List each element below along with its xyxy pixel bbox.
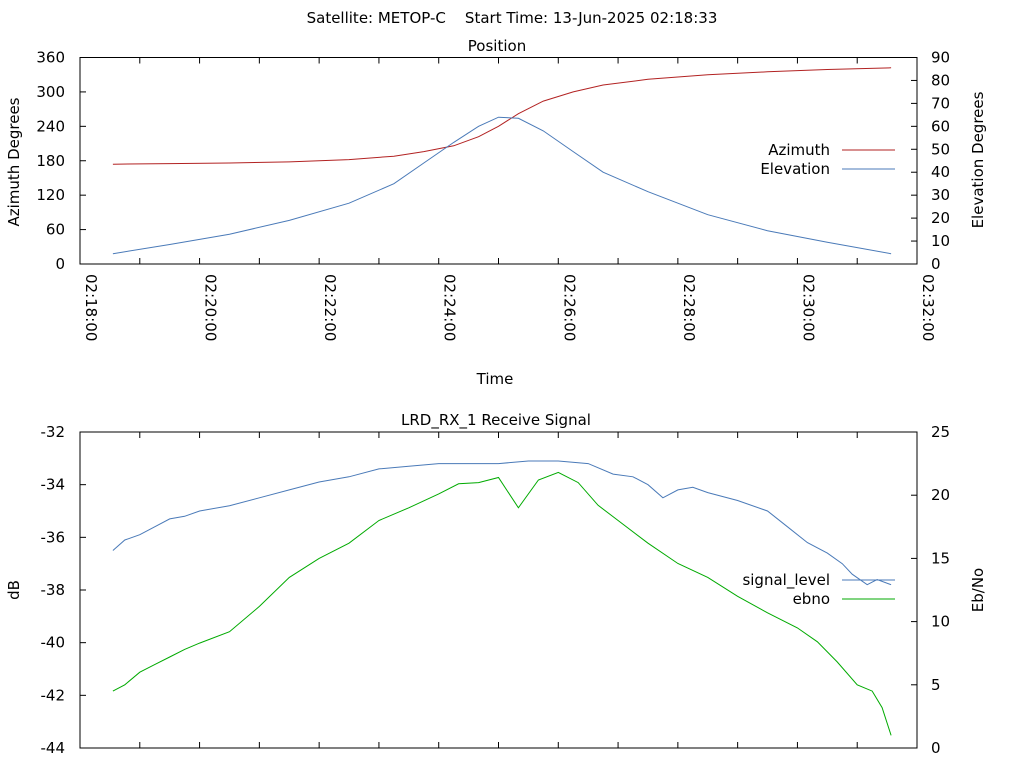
y2-tick-label: 70 xyxy=(931,94,950,112)
receive-signal-y-axis-label: dB xyxy=(5,580,23,600)
receive-signal-chart-title: LRD_RX_1 Receive Signal xyxy=(401,411,591,430)
legend-label: signal_level xyxy=(742,571,830,590)
y2-tick-label: 0 xyxy=(931,255,941,273)
position-y-axis-label: Azimuth Degrees xyxy=(5,97,23,226)
y-tick-label: 60 xyxy=(46,221,65,239)
y2-tick-label: 20 xyxy=(931,209,950,227)
y-tick-label: -40 xyxy=(41,634,66,652)
y-tick-label: -34 xyxy=(41,476,66,494)
y-tick-label: -36 xyxy=(41,528,66,546)
y2-tick-label: 40 xyxy=(931,163,950,181)
series-line-azimuth xyxy=(112,67,892,165)
y-tick-label: -42 xyxy=(41,686,66,704)
page-title: Satellite: METOP-C Start Time: 13-Jun-20… xyxy=(307,9,718,27)
x-tick-label: 02:18:00 xyxy=(82,274,100,341)
x-tick-label: 02:22:00 xyxy=(321,274,339,341)
position-y2-axis-label: Elevation Degrees xyxy=(969,91,987,228)
y2-tick-label: 50 xyxy=(931,140,950,158)
receive-signal-y2-axis-label: Eb/No xyxy=(969,568,987,612)
y2-tick-label: 20 xyxy=(931,486,950,504)
position-chart: Position Time Azimuth Degrees Elevation … xyxy=(5,37,987,388)
series-line-signal-level xyxy=(112,460,892,586)
x-tick-label: 02:30:00 xyxy=(799,274,817,341)
y-tick-label: 360 xyxy=(36,49,65,67)
y2-tick-label: 15 xyxy=(931,549,950,567)
x-tick-label: 02:20:00 xyxy=(202,274,220,341)
y-tick-label: -44 xyxy=(41,739,66,757)
y-tick-label: -38 xyxy=(41,581,66,599)
legend-label: Elevation xyxy=(760,160,830,178)
legend-label: Azimuth xyxy=(768,141,830,159)
x-tick-label: 02:28:00 xyxy=(680,274,698,341)
series-line-ebno xyxy=(112,471,892,736)
y2-tick-label: 60 xyxy=(931,117,950,135)
y-tick-label: 300 xyxy=(36,83,65,101)
position-chart-title: Position xyxy=(468,37,526,55)
y-tick-label: 0 xyxy=(55,255,65,273)
y2-tick-label: 80 xyxy=(931,71,950,89)
y2-tick-label: 5 xyxy=(931,676,941,694)
y-tick-label: 180 xyxy=(36,152,65,170)
y2-tick-label: 90 xyxy=(931,49,950,67)
y2-tick-label: 25 xyxy=(931,423,950,441)
x-tick-label: 02:24:00 xyxy=(441,274,459,341)
position-x-axis-label: Time xyxy=(476,370,514,388)
receive-signal-chart: LRD_RX_1 Receive Signal dB Eb/No -32 -34 -… xyxy=(5,411,987,757)
receive-signal-plot-frame xyxy=(79,431,918,749)
series-line-elevation xyxy=(112,116,892,255)
y2-tick-label: 0 xyxy=(931,739,941,757)
x-tick-label: 02:32:00 xyxy=(919,274,937,341)
y2-tick-label: 10 xyxy=(931,613,950,631)
x-tick-label: 02:26:00 xyxy=(560,274,578,341)
y2-tick-label: 10 xyxy=(931,232,950,250)
y2-tick-label: 30 xyxy=(931,186,950,204)
y-tick-label: -32 xyxy=(41,423,66,441)
legend-label: ebno xyxy=(793,590,830,608)
y-tick-label: 240 xyxy=(36,117,65,135)
y-tick-label: 120 xyxy=(36,186,65,204)
